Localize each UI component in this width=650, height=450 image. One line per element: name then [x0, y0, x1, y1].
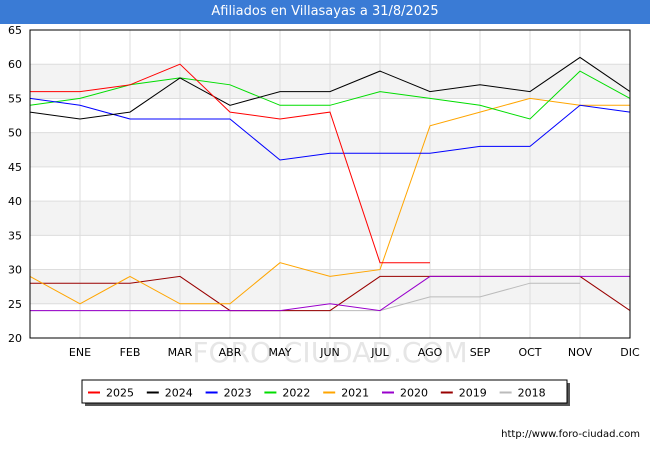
legend-label-2019: 2019	[459, 387, 487, 400]
legend-label-2020: 2020	[400, 387, 428, 400]
legend-label-2018: 2018	[518, 387, 546, 400]
y-tick-label: 45	[8, 161, 22, 174]
x-tick-label: AGO	[418, 346, 443, 359]
chart-title: Afiliados en Villasayas a 31/8/2025	[211, 4, 439, 19]
y-tick-label: 40	[8, 195, 22, 208]
y-tick-label: 50	[8, 127, 22, 140]
series-line-2020	[30, 275, 630, 312]
x-tick-label: FEB	[120, 346, 141, 359]
x-tick-label: OCT	[518, 346, 541, 359]
x-tick-label: DIC	[620, 346, 640, 359]
source-url: http://www.foro-ciudad.com	[501, 429, 640, 440]
legend-label-2024: 2024	[165, 387, 193, 400]
y-tick-label: 65	[8, 24, 22, 37]
series-line-2025	[30, 63, 430, 264]
legend-label-2021: 2021	[341, 387, 369, 400]
y-tick-label: 35	[8, 229, 22, 242]
x-tick-label: ABR	[219, 346, 242, 359]
y-tick-label: 20	[8, 332, 22, 345]
y-tick-label: 60	[8, 58, 22, 71]
x-tick-label: NOV	[568, 346, 593, 359]
legend-label-2022: 2022	[282, 387, 310, 400]
y-axis-ticks: 20 25 30 35 40 45 50 55 60 65	[8, 24, 22, 345]
x-tick-label: ENE	[69, 346, 91, 359]
series-line-2024	[29, 56, 631, 120]
title-bar: Afiliados en Villasayas a 31/8/2025	[0, 0, 650, 24]
x-tick-label: MAY	[269, 346, 292, 359]
y-tick-label: 55	[8, 92, 22, 105]
x-tick-label: JUL	[370, 346, 389, 359]
series-line-2021	[29, 97, 630, 305]
y-tick-label: 25	[8, 298, 22, 311]
series-line-2023	[29, 97, 631, 161]
plot-frame	[29, 29, 631, 339]
y-tick-label: 30	[8, 264, 22, 277]
x-axis-ticks: ENE FEB MAR ABR MAY JUN JUL AGO SEP OCT NOV DIC	[69, 346, 640, 359]
x-tick-label: JUN	[319, 346, 340, 359]
legend-label-2023: 2023	[224, 387, 252, 400]
legend: 2025 2024 2023 2022 2021 2020 2019 2018	[81, 379, 570, 406]
x-tick-label: MAR	[168, 346, 193, 359]
x-tick-label: SEP	[470, 346, 491, 359]
data-series	[29, 56, 631, 312]
watermark-text: FORO-CIUDAD.COM	[192, 336, 467, 369]
legend-label-2025: 2025	[106, 387, 134, 400]
